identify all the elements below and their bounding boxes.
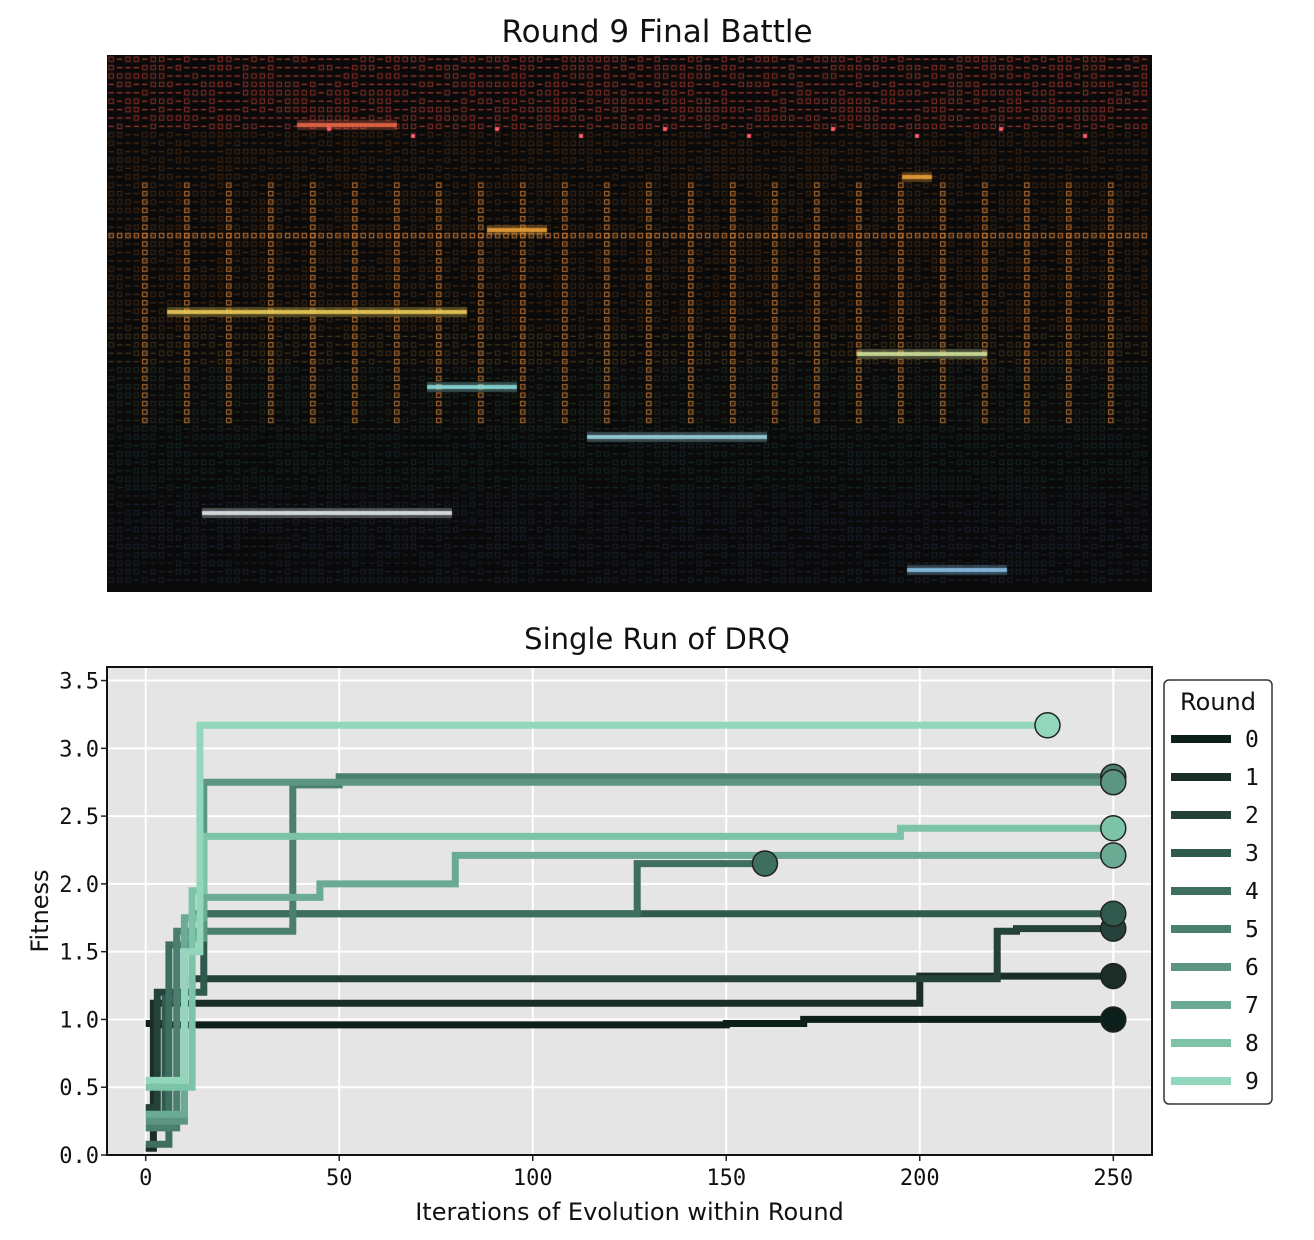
- y-tick-label: 2.0: [59, 873, 99, 898]
- legend-label-1: 1: [1245, 765, 1259, 791]
- y-tick-label: 3.5: [59, 670, 99, 695]
- legend-title: Round: [1180, 688, 1256, 716]
- x-tick-label: 200: [900, 1166, 940, 1191]
- battle-title: Round 9 Final Battle: [501, 14, 813, 50]
- plot-frame: [106, 666, 1153, 1156]
- series-line-5: [145, 773, 1114, 1132]
- series-line-0: [145, 1015, 1114, 1029]
- legend-label-5: 5: [1245, 917, 1259, 943]
- legend-label-4: 4: [1245, 879, 1259, 905]
- y-tick-label: 1.0: [59, 1008, 99, 1033]
- legend-label-6: 6: [1245, 955, 1259, 981]
- x-tick-label: 0: [139, 1166, 152, 1191]
- chart-title: Single Run of DRQ: [524, 622, 790, 656]
- y-tick-label: 0.5: [59, 1076, 99, 1101]
- series-line-9: [145, 721, 1048, 1084]
- y-axis-label: Fitness: [26, 869, 54, 952]
- series-endpoint-3: [1100, 900, 1127, 927]
- series-endpoint-0: [1100, 1006, 1127, 1033]
- series-endpoint-1: [1100, 962, 1127, 990]
- series-endpoint-6: [1100, 768, 1127, 796]
- series-endpoint-7: [1100, 842, 1127, 869]
- legend-label-0: 0: [1245, 727, 1259, 753]
- legend-label-7: 7: [1245, 993, 1259, 1019]
- legend-label-2: 2: [1245, 803, 1259, 829]
- legend: Round 0 1 2 3 4 5 6 7 8 9: [1163, 679, 1273, 1105]
- series-line-2: [145, 925, 1114, 1112]
- x-tick-label: 100: [513, 1166, 553, 1191]
- battle-visualization: [107, 55, 1152, 592]
- series-line-8: [145, 824, 1114, 1091]
- x-axis-label: Iterations of Evolution within Round: [415, 1198, 844, 1226]
- x-tick-label: 250: [1093, 1166, 1133, 1191]
- x-tick-label: 150: [706, 1166, 746, 1191]
- x-tick-label: 50: [326, 1166, 353, 1191]
- series-endpoint-8: [1100, 815, 1127, 842]
- series-endpoint-4: [751, 850, 779, 877]
- legend-label-9: 9: [1245, 1069, 1259, 1095]
- y-tick-label: 1.5: [59, 941, 99, 966]
- legend-label-8: 8: [1245, 1031, 1259, 1057]
- legend-label-3: 3: [1245, 841, 1259, 867]
- series-endpoint-9: [1034, 712, 1061, 739]
- y-tick-label: 3.0: [59, 737, 99, 762]
- y-tick-label: 2.5: [59, 805, 99, 830]
- y-tick-label: 0.0: [59, 1144, 99, 1169]
